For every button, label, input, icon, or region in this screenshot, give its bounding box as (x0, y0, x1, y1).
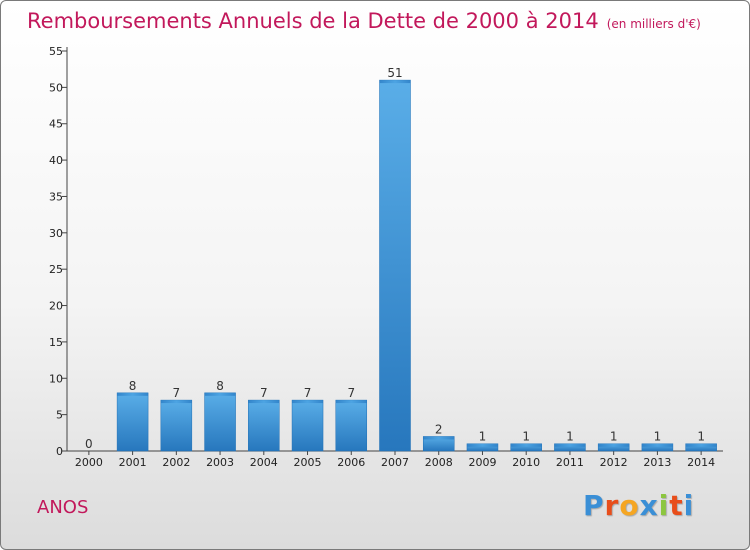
x-tick-label: 2005 (294, 456, 322, 469)
chart-title-text: Remboursements Annuels de la Dette de 20… (27, 9, 599, 33)
bar-value-label: 7 (347, 386, 355, 400)
x-tick-label: 2010 (512, 456, 540, 469)
x-tick-label: 2006 (337, 456, 365, 469)
x-tick-label: 2009 (468, 456, 496, 469)
x-tick-label: 2003 (206, 456, 234, 469)
x-tick-label: 2014 (687, 456, 715, 469)
y-tick-label: 55 (49, 45, 63, 58)
bar (204, 392, 236, 452)
bar-value-label: 2 (435, 422, 443, 436)
bars (116, 79, 717, 452)
bar-highlight (641, 443, 673, 447)
x-tick-label: 2013 (643, 456, 671, 469)
logo-letter: t (669, 489, 684, 522)
bar-value-label: 0 (85, 437, 93, 451)
logo-letter: r (604, 489, 620, 522)
logo-letter: x (639, 489, 659, 522)
y-tick-label: 10 (49, 372, 63, 385)
value-labels: 0 8 7 8 7 7 7 51 2 1 1 1 1 1 1 (85, 66, 705, 451)
y-tick-label: 30 (49, 227, 63, 240)
bar (248, 399, 280, 452)
x-tick-label: 2008 (425, 456, 453, 469)
bar-value-label: 7 (304, 386, 312, 400)
bar (291, 399, 324, 452)
bar-highlight (248, 400, 280, 404)
bar-value-label: 7 (173, 386, 181, 400)
bar-value-label: 1 (522, 430, 530, 444)
bar-value-label: 1 (610, 430, 618, 444)
bar-value-label: 1 (566, 430, 574, 444)
y-tick-label: 15 (49, 336, 63, 349)
y-tick-label: 50 (49, 81, 63, 94)
bar (379, 79, 411, 452)
chart-subtitle: (en milliers d'€) (606, 17, 701, 31)
x-tick-label: 2012 (600, 456, 628, 469)
bar-highlight (510, 443, 542, 447)
chart-title: Remboursements Annuels de la Dette de 20… (27, 9, 701, 33)
logo-letter: i (683, 489, 695, 522)
bar-highlight (379, 80, 411, 84)
bar-value-label: 1 (654, 430, 662, 444)
y-tick-label: 0 (56, 445, 63, 458)
y-tick-label: 20 (49, 300, 63, 313)
bar-highlight (466, 443, 498, 447)
y-tick-label: 25 (49, 263, 63, 276)
x-tick-label: 2002 (162, 456, 190, 469)
x-tick-label: 2000 (75, 456, 103, 469)
logo-letter: i (658, 489, 670, 522)
bar-value-label: 1 (697, 430, 705, 444)
bar-highlight (117, 392, 149, 396)
bar-value-label: 8 (216, 379, 224, 393)
x-tick-label: 2004 (250, 456, 278, 469)
bar-highlight (204, 392, 236, 396)
bar (335, 399, 368, 452)
bar-highlight (423, 436, 455, 440)
bar-highlight (335, 400, 367, 404)
logo-letter: o (619, 489, 640, 522)
bar-highlight (598, 443, 630, 447)
x-tick-label: 2007 (381, 456, 409, 469)
bar-value-label: 7 (260, 386, 268, 400)
bar (160, 399, 193, 452)
bar (116, 392, 149, 452)
x-tick-label: 2011 (556, 456, 584, 469)
y-tick-label: 40 (49, 154, 63, 167)
logo-letter: P (583, 489, 605, 522)
bar-highlight (292, 400, 324, 404)
bar-highlight (685, 443, 717, 447)
proxiti-logo: Proxiti (583, 489, 694, 522)
y-tick-label: 5 (56, 409, 63, 422)
bar-highlight (554, 443, 586, 447)
bar-value-label: 8 (129, 379, 137, 393)
y-tick-label: 45 (49, 118, 63, 131)
bar-value-label: 51 (387, 66, 402, 80)
bar-value-label: 1 (479, 430, 487, 444)
bar-highlight (160, 400, 192, 404)
town-name: ANOS (37, 497, 89, 518)
x-tick-label: 2001 (119, 456, 147, 469)
y-tick-label: 35 (49, 190, 63, 203)
